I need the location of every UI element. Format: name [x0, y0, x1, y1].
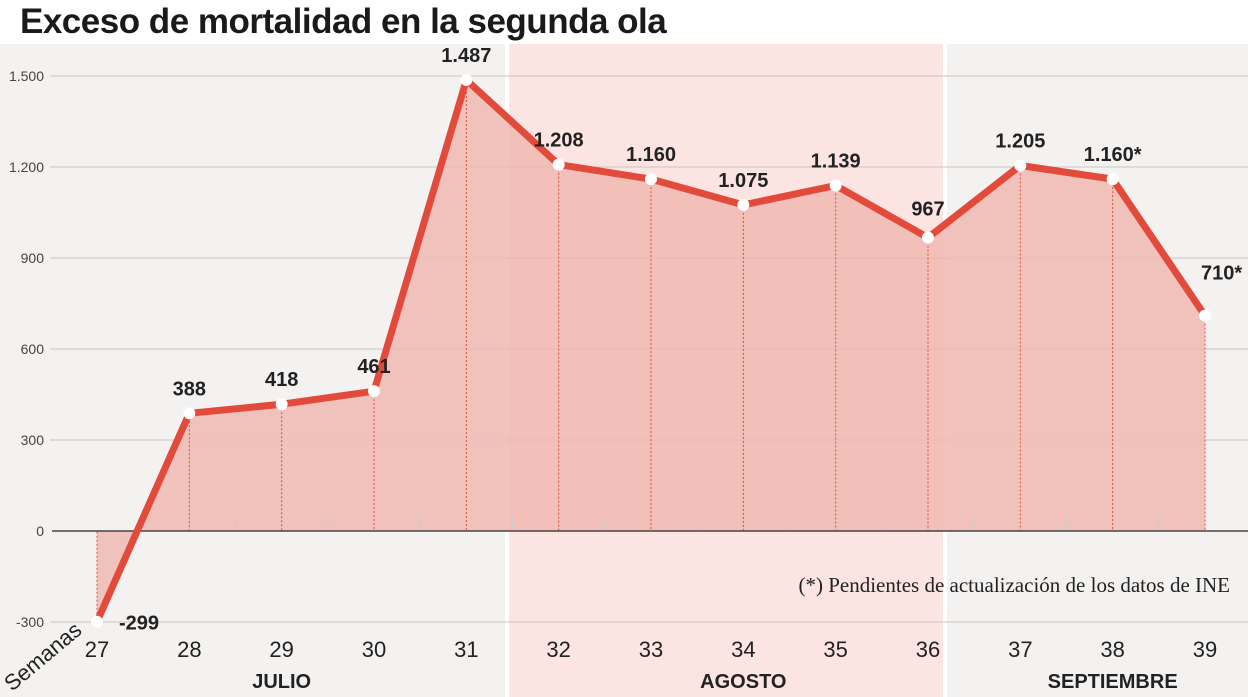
- data-label: 710*: [1201, 263, 1242, 285]
- x-tick-label: 31: [454, 637, 478, 662]
- data-label: 418: [265, 369, 298, 391]
- x-tick-label: 27: [85, 637, 109, 662]
- x-tick-label: 35: [823, 637, 847, 662]
- data-label: 1.160: [626, 144, 676, 166]
- y-tick-label: 1.200: [9, 159, 44, 175]
- data-label: 461: [357, 356, 390, 378]
- data-label: 1.075: [718, 170, 768, 192]
- data-point: [275, 398, 288, 411]
- data-point: [91, 615, 103, 628]
- chart-title: Exceso de mortalidad en la segunda ola: [20, 2, 667, 41]
- data-point: [1014, 159, 1027, 172]
- x-tick-label: 39: [1193, 637, 1217, 662]
- y-tick-label: 900: [21, 250, 45, 266]
- y-tick-label: 0: [36, 523, 44, 539]
- x-tick-label: 28: [177, 637, 201, 662]
- data-label: 1.208: [534, 130, 584, 152]
- y-tick-label: 1.500: [9, 68, 44, 84]
- data-point: [922, 231, 934, 244]
- data-label: 1.487: [441, 45, 491, 67]
- data-label: 967: [911, 199, 944, 221]
- y-tick-label: 300: [21, 432, 45, 448]
- x-tick-label: 34: [731, 637, 755, 662]
- month-label: AGOSTO: [700, 671, 786, 693]
- data-point: [368, 385, 380, 398]
- data-point: [1106, 173, 1119, 186]
- x-tick-label: 29: [269, 637, 293, 662]
- data-point: [460, 73, 473, 86]
- data-point: [645, 173, 657, 186]
- month-label: JULIO: [252, 671, 311, 693]
- x-tick-label: 37: [1008, 637, 1032, 662]
- data-point: [1199, 309, 1211, 322]
- x-tick-label: 30: [362, 637, 386, 662]
- data-point: [829, 179, 842, 192]
- y-tick-label: 600: [21, 341, 45, 357]
- data-label: 1.205: [995, 130, 1045, 152]
- x-tick-label: 36: [916, 637, 940, 662]
- x-tick-label: 32: [546, 637, 570, 662]
- data-point: [737, 198, 750, 211]
- footnote: (*) Pendientes de actualización de los d…: [798, 573, 1230, 597]
- data-label: 1.139: [811, 151, 861, 173]
- data-label: 1.160*: [1084, 144, 1142, 166]
- data-label: -299: [119, 613, 159, 635]
- month-label: SEPTIEMBRE: [1048, 671, 1178, 693]
- data-label: 388: [173, 378, 206, 400]
- data-point: [183, 407, 196, 420]
- data-point: [552, 158, 565, 171]
- x-tick-label: 38: [1100, 637, 1124, 662]
- y-tick-label: -300: [16, 614, 44, 630]
- x-tick-label: 33: [639, 637, 663, 662]
